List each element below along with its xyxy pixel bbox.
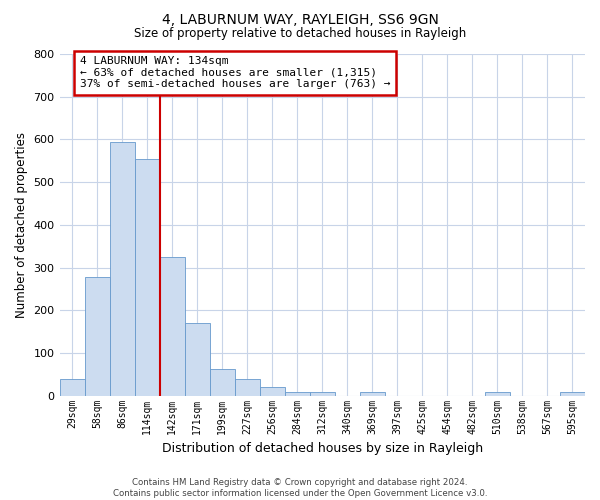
Bar xyxy=(360,392,385,396)
Bar xyxy=(235,380,260,396)
Y-axis label: Number of detached properties: Number of detached properties xyxy=(15,132,28,318)
Text: 4, LABURNUM WAY, RAYLEIGH, SS6 9GN: 4, LABURNUM WAY, RAYLEIGH, SS6 9GN xyxy=(161,12,439,26)
Bar xyxy=(260,387,285,396)
Bar xyxy=(160,257,185,396)
Bar xyxy=(285,392,310,396)
Bar xyxy=(134,160,160,396)
Bar xyxy=(485,392,510,396)
Bar xyxy=(310,392,335,396)
Bar xyxy=(209,368,235,396)
Bar xyxy=(85,277,110,396)
Text: Contains HM Land Registry data © Crown copyright and database right 2024.
Contai: Contains HM Land Registry data © Crown c… xyxy=(113,478,487,498)
Bar xyxy=(59,380,85,396)
Bar xyxy=(110,142,134,396)
Text: 4 LABURNUM WAY: 134sqm
← 63% of detached houses are smaller (1,315)
37% of semi-: 4 LABURNUM WAY: 134sqm ← 63% of detached… xyxy=(80,56,390,90)
Text: Size of property relative to detached houses in Rayleigh: Size of property relative to detached ho… xyxy=(134,28,466,40)
X-axis label: Distribution of detached houses by size in Rayleigh: Distribution of detached houses by size … xyxy=(162,442,483,455)
Bar xyxy=(185,323,209,396)
Bar xyxy=(560,392,585,396)
